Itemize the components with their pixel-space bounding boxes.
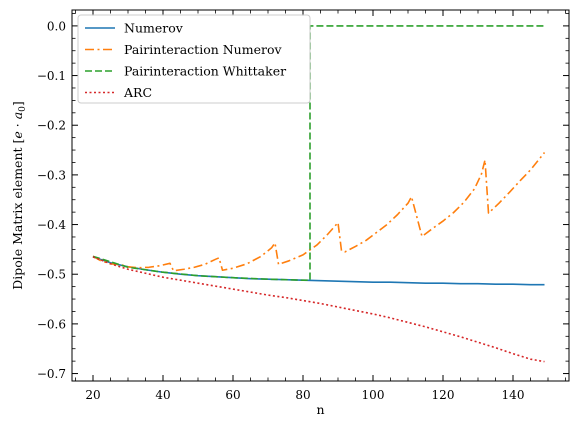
y-tick-label: −0.1 bbox=[37, 69, 66, 83]
y-tick-label: −0.5 bbox=[37, 268, 66, 282]
series-layer bbox=[92, 25, 546, 363]
y-tick-label: −0.4 bbox=[37, 218, 67, 232]
legend-label: Pairinteraction Whittaker bbox=[124, 64, 286, 79]
legend-label: Numerov bbox=[124, 21, 184, 36]
x-tick-label: 120 bbox=[432, 388, 455, 402]
x-tick-label: 60 bbox=[225, 388, 240, 402]
y-tick-label: −0.6 bbox=[37, 317, 66, 331]
y-tick-label: −0.3 bbox=[37, 168, 66, 182]
series-line-arc bbox=[92, 256, 545, 363]
x-tick-label: 40 bbox=[155, 388, 170, 402]
series-line-pairinteraction-numerov bbox=[92, 152, 546, 272]
x-tick-label: 140 bbox=[502, 388, 525, 402]
series-line-numerov bbox=[92, 256, 545, 286]
legend-label: Pairinteraction Numerov bbox=[124, 42, 282, 57]
y-tick-label: 0.0 bbox=[47, 19, 66, 33]
ticks-layer: 20 40 60 80 100 120 140 0.0 −0.1 −0.2 −0.3 −0.4 −0.5… bbox=[37, 10, 569, 402]
x-tick-label: 20 bbox=[85, 388, 100, 402]
legend: Numerov Pairinteraction Numerov Pairintera… bbox=[77, 14, 311, 104]
series-line-pairinteraction-whittaker bbox=[92, 25, 545, 281]
legend-box bbox=[77, 14, 311, 104]
x-tick-label: 80 bbox=[295, 388, 310, 402]
y-tick-label: −0.7 bbox=[37, 367, 66, 381]
y-axis-label: Dipole Matrix element [e · a0] bbox=[10, 101, 28, 290]
x-axis-label: n bbox=[316, 402, 324, 417]
legend-label: ARC bbox=[123, 85, 152, 100]
y-tick-label: −0.2 bbox=[37, 119, 66, 133]
x-tick-label: 100 bbox=[362, 388, 385, 402]
